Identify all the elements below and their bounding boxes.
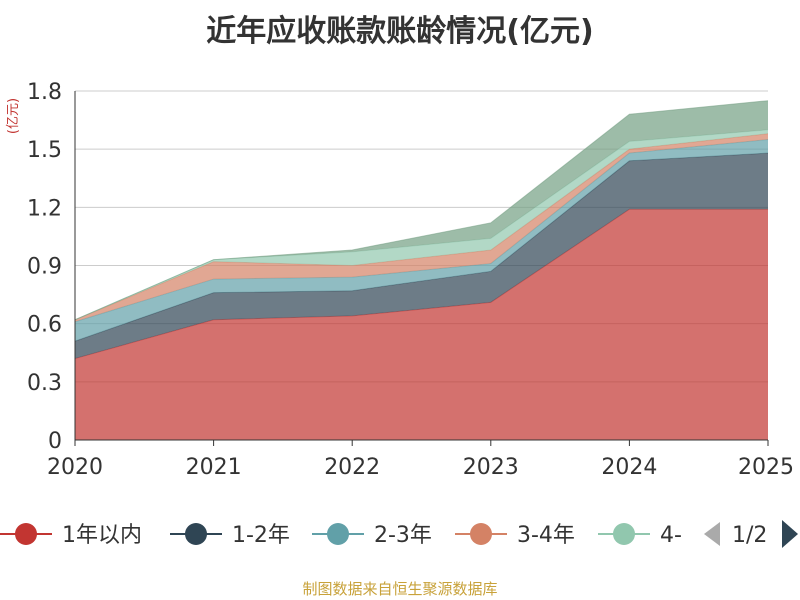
area-series-3 (75, 139, 768, 342)
legend: 1年以内 1-2年 2-3年 3-4年 4- 1/2 (0, 520, 798, 548)
legend-label: 3-4年 (517, 523, 575, 548)
legend-prev-page-icon[interactable] (704, 522, 720, 546)
y-tick-label: 1.8 (27, 80, 62, 105)
x-tick-label: 2024 (601, 455, 657, 480)
x-tick-label: 2025 (738, 455, 794, 480)
area-series-1 (75, 209, 768, 440)
legend-label: 2-3年 (374, 523, 432, 548)
x-tick-label: 2020 (47, 455, 103, 480)
axes: 0 0.3 0.6 0.9 1.2 1.5 1.8 2020 2021 2022 2023 2024 2… (27, 80, 794, 480)
legend-next-page-icon[interactable] (782, 520, 798, 548)
legend-item[interactable]: 1-2年 (170, 523, 290, 548)
legend-circle-marker (327, 523, 349, 545)
chart-title: 近年应收账款账龄情况(亿元) (206, 14, 594, 49)
legend-page-indicator: 1/2 (732, 523, 767, 548)
y-tick-label: 0.9 (27, 255, 62, 280)
legend-item[interactable]: 1年以内 (0, 523, 142, 548)
data-source-note: 制图数据来自恒生聚源数据库 (302, 580, 498, 598)
area-series (74, 100, 769, 440)
legend-item[interactable]: 4- (598, 523, 682, 548)
legend-circle-marker (15, 523, 37, 545)
legend-item[interactable]: 3-4年 (455, 523, 575, 548)
y-tick-label: 1.5 (27, 138, 62, 163)
y-axis-label: (亿元) (6, 98, 21, 134)
legend-circle-marker (613, 523, 635, 545)
x-tick-label: 2023 (463, 455, 519, 480)
y-tick-label: 0 (48, 429, 62, 454)
legend-label: 1-2年 (232, 523, 290, 548)
x-tick-label: 2021 (186, 455, 242, 480)
legend-item[interactable]: 2-3年 (312, 523, 432, 548)
y-tick-label: 0.6 (27, 313, 62, 338)
area-series-4 (75, 133, 768, 322)
y-tick-label: 0.3 (27, 371, 62, 396)
area-series-line-6 (74, 100, 769, 321)
area-series-6 (75, 100, 768, 320)
legend-circle-marker (185, 523, 207, 545)
legend-label: 1年以内 (62, 523, 142, 548)
area-series-2 (75, 153, 768, 359)
y-tick-label: 1.2 (27, 196, 62, 221)
x-tick-label: 2022 (324, 455, 380, 480)
legend-label: 4- (660, 523, 682, 548)
legend-circle-marker (470, 523, 492, 545)
